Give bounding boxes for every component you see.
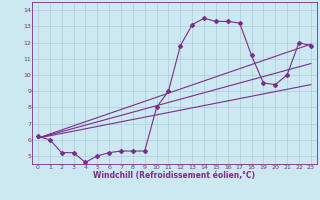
X-axis label: Windchill (Refroidissement éolien,°C): Windchill (Refroidissement éolien,°C) <box>93 171 255 180</box>
